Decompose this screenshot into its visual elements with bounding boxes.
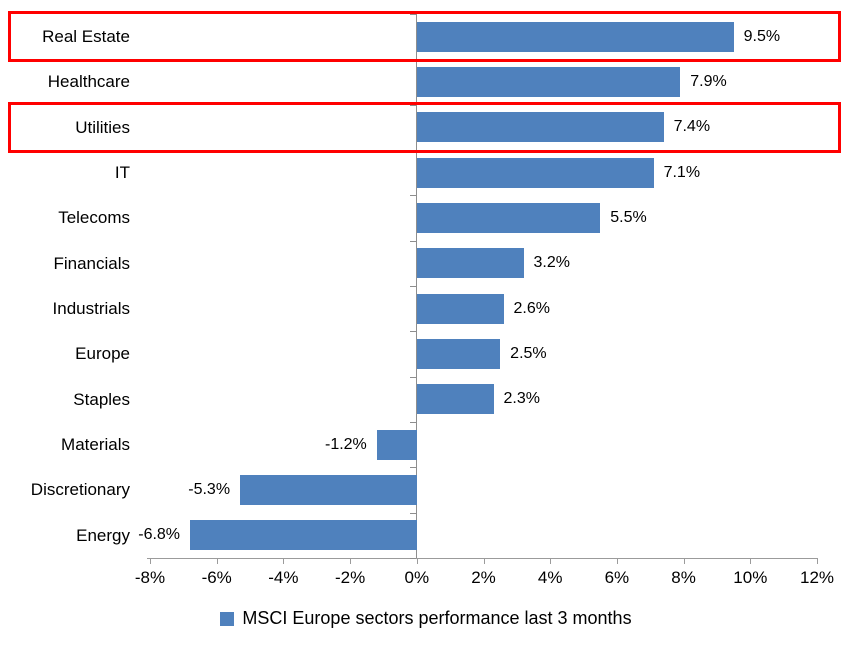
bar-energy bbox=[190, 520, 417, 551]
bar-financials bbox=[416, 248, 524, 279]
bar-value-label: 5.5% bbox=[610, 209, 647, 226]
bar-materials bbox=[376, 429, 417, 460]
bar-telecoms bbox=[416, 203, 601, 233]
x-tick-label: -2% bbox=[334, 568, 366, 587]
y-axis-tick bbox=[409, 195, 416, 197]
x-axis-tick bbox=[616, 558, 618, 564]
x-axis-tick bbox=[683, 558, 685, 564]
bar-value-label: 7.9% bbox=[690, 73, 727, 90]
x-tick-label: -6% bbox=[201, 568, 232, 587]
legend-label: MSCI Europe sectors performance last 3 m… bbox=[242, 608, 632, 628]
x-tick-label: -8% bbox=[134, 568, 166, 587]
bar-value-label: 7.1% bbox=[663, 163, 701, 181]
category-label-telecoms: Telecoms bbox=[58, 208, 130, 228]
x-tick-label: 8% bbox=[671, 568, 696, 587]
category-label-utilities: Utilities bbox=[75, 117, 130, 137]
bar-healthcare bbox=[416, 67, 681, 97]
x-tick-label: 6% bbox=[604, 568, 630, 587]
bar-value-label: 7.4% bbox=[673, 118, 711, 136]
y-axis-tick bbox=[409, 240, 416, 242]
bar-value-label: -5.3% bbox=[188, 481, 231, 498]
x-axis-tick bbox=[150, 558, 151, 564]
category-label-materials: Materials bbox=[61, 435, 130, 454]
bar-europe bbox=[416, 339, 501, 369]
x-axis-tick bbox=[216, 558, 218, 564]
bar-value-label: -6.8% bbox=[138, 526, 181, 544]
bar-value-label: 2.6% bbox=[513, 299, 550, 317]
bar-staples bbox=[416, 384, 494, 415]
y-axis-tick bbox=[409, 512, 416, 514]
category-label-real-estate: Real Estate bbox=[42, 27, 130, 46]
bar-value-label: 2.5% bbox=[510, 345, 547, 362]
x-axis-tick bbox=[350, 558, 352, 564]
legend: MSCI Europe sectors performance last 3 m… bbox=[0, 608, 852, 629]
x-axis-tick bbox=[483, 558, 485, 564]
bar-value-label: -1.2% bbox=[324, 435, 367, 453]
category-label-industrials: Industrials bbox=[52, 299, 130, 318]
y-axis-tick bbox=[409, 286, 416, 287]
category-label-financials: Financials bbox=[53, 253, 130, 273]
bar-value-label: 2.3% bbox=[503, 390, 540, 408]
x-axis-tick bbox=[416, 558, 418, 564]
category-label-europe: Europe bbox=[75, 344, 130, 364]
x-axis-tick bbox=[817, 558, 818, 564]
category-label-discretionary: Discretionary bbox=[30, 480, 130, 500]
x-tick-label: 4% bbox=[537, 568, 563, 587]
bar-discretionary bbox=[240, 475, 417, 505]
y-axis-tick bbox=[409, 376, 416, 378]
y-axis-tick bbox=[409, 422, 416, 423]
x-axis-tick bbox=[550, 558, 552, 564]
x-tick-label: 0% bbox=[404, 568, 430, 587]
bar-it bbox=[416, 157, 654, 188]
y-axis-tick bbox=[409, 558, 416, 559]
y-axis-tick bbox=[409, 14, 416, 15]
x-axis-line bbox=[147, 558, 818, 559]
category-label-healthcare: Healthcare bbox=[47, 72, 130, 92]
bar-value-label: 9.5% bbox=[743, 27, 781, 45]
y-axis-tick bbox=[409, 104, 416, 106]
zero-axis-line bbox=[415, 14, 417, 558]
legend-swatch-icon bbox=[220, 611, 235, 626]
x-tick-label: 12% bbox=[799, 568, 835, 587]
bar-value-label: 3.2% bbox=[533, 254, 570, 272]
y-axis-tick bbox=[409, 467, 416, 469]
category-label-it: IT bbox=[114, 163, 130, 182]
category-label-staples: Staples bbox=[73, 389, 130, 409]
x-axis-tick bbox=[750, 558, 752, 564]
bar-real-estate bbox=[416, 21, 734, 52]
x-tick-label: 2% bbox=[471, 568, 496, 587]
y-axis-tick bbox=[409, 331, 416, 333]
highlight-box-utilities bbox=[8, 101, 841, 153]
x-axis-tick bbox=[283, 558, 285, 564]
x-tick-label: 10% bbox=[733, 568, 768, 587]
highlight-box-real-estate bbox=[8, 11, 841, 63]
category-label-energy: Energy bbox=[76, 525, 130, 545]
bar-utilities bbox=[416, 112, 664, 143]
bar-industrials bbox=[416, 293, 504, 324]
x-tick-label: -4% bbox=[268, 568, 299, 587]
